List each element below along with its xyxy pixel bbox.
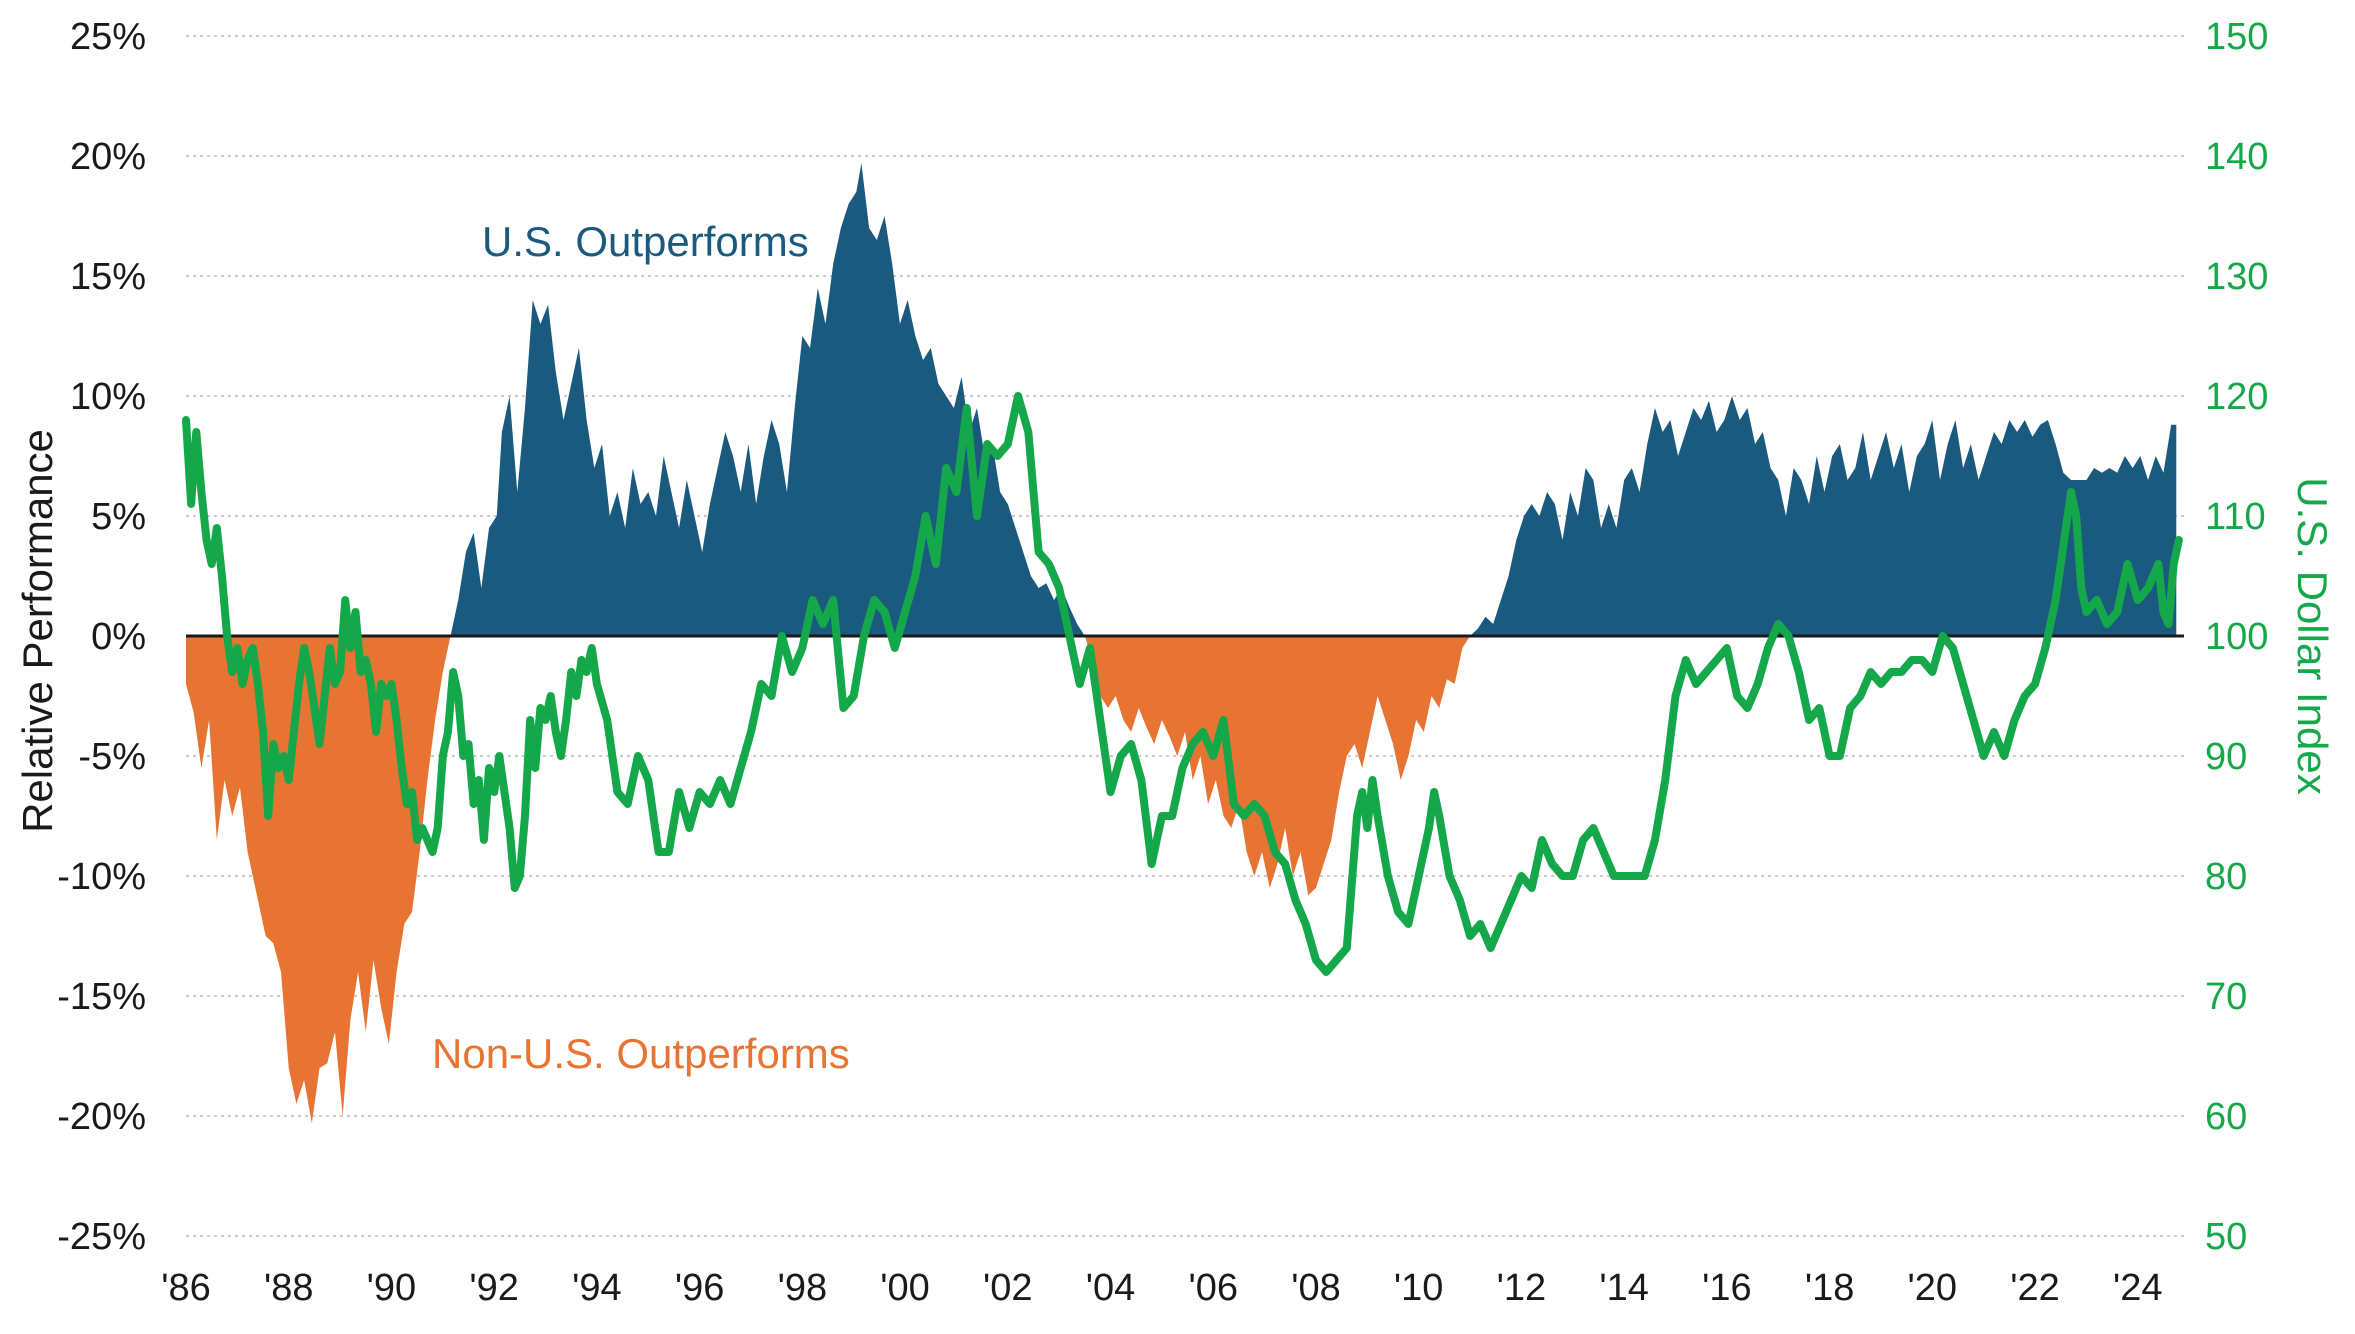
- right-tick-label: 50: [2205, 1216, 2247, 1258]
- us-outperforms-area: [186, 163, 2177, 636]
- left-tick-label: -10%: [57, 856, 146, 898]
- left-tick-label: -25%: [57, 1216, 146, 1258]
- x-tick-label: '04: [1086, 1267, 1136, 1309]
- x-axis-ticks: '86 '88 '90 '92 '94 '96 '98 '00 '02 '04 '06 '08 '10 '…: [161, 1267, 2162, 1309]
- x-tick-label: '14: [1599, 1267, 1649, 1309]
- x-tick-label: '20: [1908, 1267, 1958, 1309]
- x-tick-label: '06: [1188, 1267, 1238, 1309]
- left-tick-label: 10%: [70, 376, 146, 418]
- dollar-index-line: [182, 392, 2183, 976]
- right-axis-title: U.S. Dollar Index: [2289, 477, 2336, 794]
- x-tick-label: '92: [469, 1267, 519, 1309]
- right-tick-label: 140: [2205, 136, 2268, 178]
- x-tick-label: '08: [1291, 1267, 1341, 1309]
- dollar-index-series-line: [182, 392, 2183, 976]
- x-tick-label: '98: [778, 1267, 828, 1309]
- right-tick-label: 80: [2205, 856, 2247, 898]
- x-tick-label: '24: [2113, 1267, 2163, 1309]
- right-tick-label: 110: [2205, 496, 2266, 538]
- right-tick-label: 70: [2205, 976, 2247, 1018]
- left-axis-ticks: 25% 20% 15% 10% 5% 0% -5% -10% -15% -20% -25%: [57, 16, 146, 1258]
- x-tick-label: '22: [2010, 1267, 2060, 1309]
- left-tick-label: 20%: [70, 136, 146, 178]
- right-tick-label: 120: [2205, 376, 2268, 418]
- left-tick-label: 15%: [70, 256, 146, 298]
- left-axis-title: Relative Performance: [14, 429, 61, 833]
- right-tick-label: 150: [2205, 16, 2268, 58]
- left-tick-label: -5%: [78, 736, 146, 778]
- left-tick-label: -20%: [57, 1096, 146, 1138]
- right-tick-label: 130: [2205, 256, 2268, 298]
- left-tick-label: 25%: [70, 16, 146, 58]
- x-tick-label: '96: [675, 1267, 725, 1309]
- x-tick-label: '10: [1394, 1267, 1444, 1309]
- x-tick-label: '90: [367, 1267, 417, 1309]
- left-tick-label: -15%: [57, 976, 146, 1018]
- left-tick-label: 5%: [91, 496, 146, 538]
- x-tick-label: '00: [880, 1267, 930, 1309]
- x-tick-label: '16: [1702, 1267, 1752, 1309]
- non-us-outperforms-label: Non-U.S. Outperforms: [432, 1030, 850, 1077]
- x-tick-label: '88: [264, 1267, 314, 1309]
- right-tick-label: 60: [2205, 1096, 2247, 1138]
- x-tick-label: '12: [1497, 1267, 1547, 1309]
- x-tick-label: '94: [572, 1267, 622, 1309]
- left-tick-label: 0%: [91, 616, 146, 658]
- right-axis-ticks: 150 140 130 120 110 100 90 80 70 60 50: [2205, 16, 2268, 1258]
- us-outperforms-label: U.S. Outperforms: [482, 218, 809, 265]
- x-tick-label: '18: [1805, 1267, 1855, 1309]
- right-tick-label: 100: [2205, 616, 2268, 658]
- x-tick-label: '02: [983, 1267, 1033, 1309]
- relative-performance-area: [186, 163, 2177, 1124]
- right-tick-label: 90: [2205, 736, 2247, 778]
- x-tick-label: '86: [161, 1267, 211, 1309]
